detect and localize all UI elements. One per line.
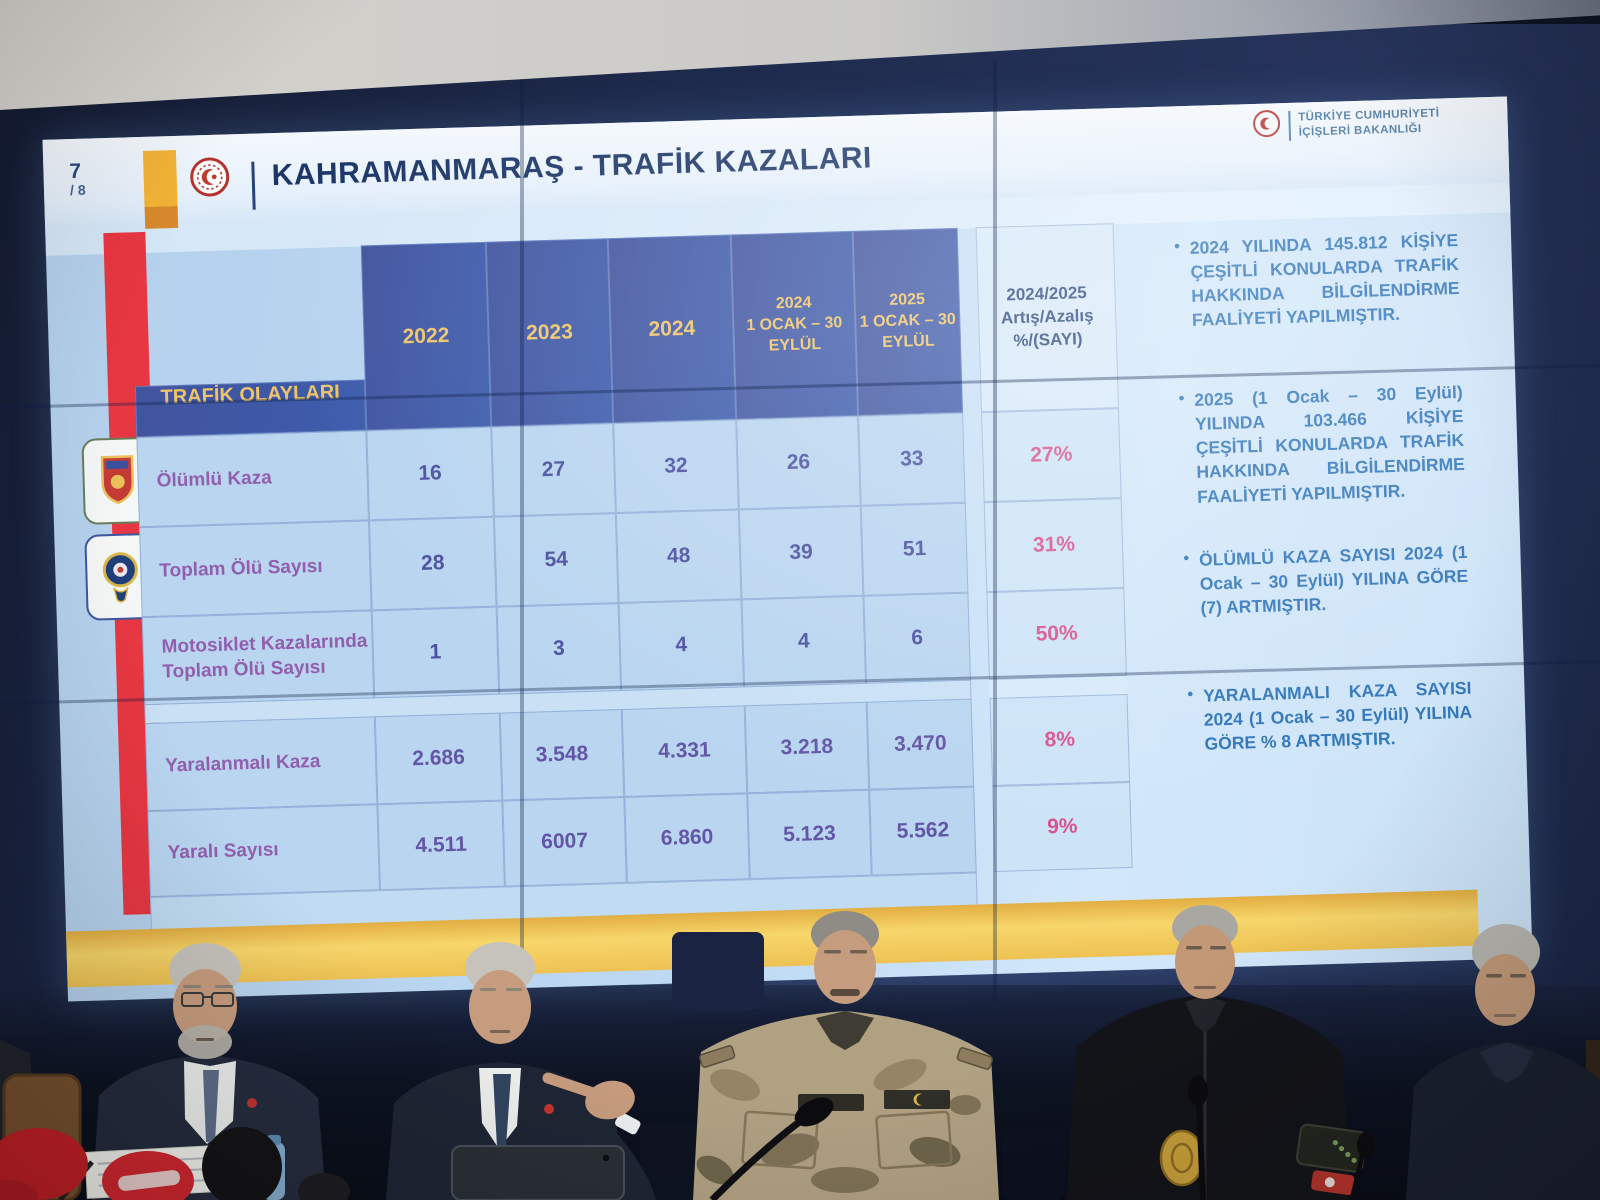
page-total: / 8 bbox=[69, 181, 86, 199]
cell-value: 54 bbox=[493, 513, 619, 607]
bullet-marker: • bbox=[1183, 550, 1190, 568]
col-header-2024-eylul: 2024 1 OCAK – 30 EYLÜL bbox=[730, 230, 859, 420]
bullet-text: YARALANMALI KAZA SAYISI 2024 (1 Ocak – 3… bbox=[1202, 677, 1473, 754]
chest-emblem bbox=[1159, 1129, 1205, 1187]
ministry-logo-icon bbox=[189, 156, 230, 202]
person-official-2-pointing bbox=[386, 942, 656, 1200]
table-header-row: TRAFİK OLAYLARI 2022 2023 2024 2024 1 OCA… bbox=[131, 227, 964, 438]
col-header-2025-eylul: 2025 1 OCAK – 30 EYLÜL bbox=[852, 227, 964, 416]
police-badge-icon bbox=[84, 532, 157, 621]
percent-cell: 50% bbox=[986, 588, 1127, 681]
cell-value: 27 bbox=[491, 423, 616, 517]
cell-value: 16 bbox=[366, 426, 494, 521]
ministry-brand-text: TÜRKİYE CUMHURİYETİ İÇİŞLERİ BAKANLIĞI bbox=[1298, 107, 1440, 140]
bullet-text: 2024 YILINDA 145.812 KİŞİYE ÇEŞİTLİ KONU… bbox=[1189, 229, 1460, 331]
cell-value: 51 bbox=[860, 502, 969, 596]
ministry-line2: İÇİŞLERİ BAKANLIĞI bbox=[1298, 122, 1422, 139]
chair-back bbox=[640, 1122, 700, 1200]
bezel-line-vertical-1 bbox=[520, 70, 524, 1005]
chair-back bbox=[1002, 1128, 1066, 1200]
presentation-slide: 7 / 8 KAHRAMANMARAŞ - TRAFİK KAZALARI bbox=[42, 96, 1533, 1002]
chair-top bbox=[672, 932, 764, 1010]
cell-value: 4 bbox=[741, 595, 867, 688]
bullet-text: ÖLÜMLÜ KAZA SAYISI 2024 (1 Ocak – 30 Eyl… bbox=[1198, 541, 1469, 619]
mic-windscreen-black-icon bbox=[202, 1127, 282, 1200]
microphone-icon bbox=[1188, 1076, 1208, 1200]
cell-value: 2.686 bbox=[374, 712, 503, 805]
percent-cell: 9% bbox=[992, 781, 1133, 872]
col-header-2022: 2022 bbox=[360, 241, 492, 431]
cell-value: 6.860 bbox=[624, 793, 750, 883]
rank-patch bbox=[884, 1090, 950, 1109]
cell-value: 26 bbox=[736, 415, 861, 510]
ministry-line1: TÜRKİYE CUMHURİYETİ bbox=[1298, 107, 1440, 124]
cell-value: 5.562 bbox=[869, 786, 977, 876]
percent-cell: 31% bbox=[983, 498, 1125, 593]
slide-page-number: 7 / 8 bbox=[69, 159, 86, 199]
cell-value: 32 bbox=[613, 419, 739, 514]
page-current: 7 bbox=[69, 159, 82, 184]
cell-value: 5.123 bbox=[747, 789, 872, 880]
bullet-item: • 2024 YILINDA 145.812 KİŞİYE ÇEŞİTLİ KO… bbox=[1174, 228, 1461, 333]
bullet-marker: • bbox=[1187, 686, 1194, 704]
cell-value: 4.331 bbox=[621, 705, 748, 797]
row-label: Ölümlü Kaza bbox=[136, 430, 369, 528]
glasses-icon bbox=[181, 992, 204, 1007]
mic-windscreen-dark-icon bbox=[298, 1173, 350, 1200]
flag-pin-icon bbox=[247, 1098, 257, 1108]
cell-value: 3.470 bbox=[866, 698, 975, 790]
jandarma-badge-icon bbox=[81, 436, 154, 525]
col-header-2023: 2023 bbox=[485, 238, 614, 427]
person-officer-camo bbox=[693, 911, 999, 1200]
ministry-brand: TÜRKİYE CUMHURİYETİ İÇİŞLERİ BAKANLIĞI bbox=[1252, 104, 1440, 143]
cell-value: 33 bbox=[858, 412, 966, 506]
col-header-2024: 2024 bbox=[607, 234, 737, 424]
row-label: Yaralanmalı Kaza bbox=[144, 716, 378, 812]
cell-value: 4.511 bbox=[377, 800, 505, 891]
cell-value: 3.548 bbox=[499, 708, 625, 801]
cell-value: 48 bbox=[615, 509, 742, 604]
cell-value: 1 bbox=[371, 606, 500, 699]
person-official-5 bbox=[1406, 924, 1600, 1200]
col-header-artis-azalis: 2024/2025 Artış/Azalış %/(SAYI) bbox=[975, 223, 1119, 413]
bullet-text: 2025 (1 Ocak – 30 Eylül) YILINDA 103.466… bbox=[1194, 381, 1466, 507]
bezel-line-vertical-2 bbox=[993, 60, 997, 1005]
flag-pin-icon bbox=[544, 1104, 554, 1114]
bullet-marker: • bbox=[1178, 390, 1185, 408]
press-microphones bbox=[0, 1127, 350, 1200]
cell-value: 3.218 bbox=[744, 701, 870, 794]
col-header-trafik-olaylari: TRAFİK OLAYLARI bbox=[134, 379, 367, 438]
cell-value: 28 bbox=[368, 516, 497, 611]
cell-value: 6 bbox=[863, 592, 971, 684]
person-officer-black bbox=[1066, 905, 1368, 1200]
title-accent-bar bbox=[142, 149, 179, 229]
row-label: Toplam Ölü Sayısı bbox=[139, 520, 372, 618]
stats-table: TRAFİK OLAYLARI 2022 2023 2024 2024 1 OCA… bbox=[131, 227, 978, 933]
cell-value: 3 bbox=[496, 603, 622, 695]
tablet bbox=[451, 1145, 625, 1200]
ministry-brand-divider bbox=[1288, 110, 1291, 141]
people-photo bbox=[0, 905, 1600, 1200]
cell-value: 39 bbox=[738, 505, 864, 600]
bullet-item: • YARALANMALI KAZA SAYISI 2024 (1 Ocak –… bbox=[1187, 676, 1473, 757]
cell-value: 4 bbox=[618, 599, 745, 691]
microphone-icon bbox=[1349, 1132, 1375, 1200]
percent-cell: 8% bbox=[989, 693, 1131, 787]
bullet-item: • ÖLÜMLÜ KAZA SAYISI 2024 (1 Ocak – 30 E… bbox=[1183, 540, 1469, 621]
row-label: Yaralı Sayısı bbox=[147, 804, 380, 898]
arm-patch bbox=[1295, 1123, 1368, 1195]
ministry-brand-logo-icon bbox=[1252, 109, 1281, 143]
percent-cell: 27% bbox=[981, 408, 1122, 503]
bullet-item: • 2025 (1 Ocak – 30 Eylül) YILINDA 103.4… bbox=[1178, 380, 1465, 509]
row-label: Motosiklet Kazalarında Toplam Ölü Sayısı bbox=[141, 610, 375, 706]
percent-column: 2024/2025 Artış/Azalış %/(SAYI) 27% 31% 50… bbox=[975, 223, 1133, 872]
bullet-marker: • bbox=[1173, 238, 1181, 256]
microphone-icon bbox=[709, 1097, 834, 1200]
